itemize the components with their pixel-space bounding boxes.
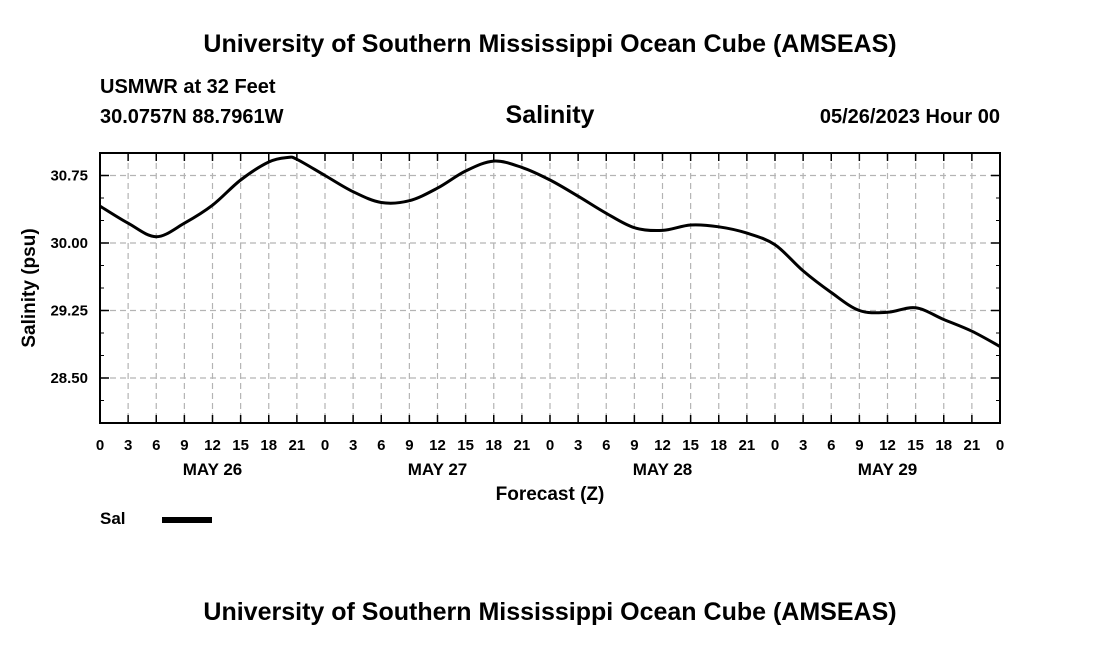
coordinates-label: 30.0757N 88.7961W [100,106,284,128]
x-tick-label: 6 [827,437,835,454]
station-label: USMWR at 32 Feet [100,76,276,98]
day-label: MAY 26 [183,460,243,479]
x-tick-label: 9 [855,437,863,454]
legend-swatch [162,517,212,523]
x-tick-label: 21 [289,437,306,454]
x-tick-label: 6 [377,437,385,454]
axis-labels: 0 3 6 9 12 15 18 21 0 3 6 9 12 15 18 21 0 3 6 9 12 15 18 21 0 3 6 9… [50,168,1004,480]
legend-label: Sal [100,509,126,528]
plot-frame [99,152,1001,424]
x-tick-label: 12 [654,437,671,454]
x-tick-label: 0 [96,437,104,454]
run-time-label: 05/26/2023 Hour 00 [819,106,1000,128]
series-layer [99,155,1001,348]
x-tick-label: 21 [514,437,531,454]
x-tick-label: 0 [771,437,779,454]
y-tick-label: 29.25 [50,303,88,320]
y-tick-label: 28.50 [50,370,88,387]
x-tick-label: 0 [996,437,1004,454]
x-tick-label: 6 [602,437,610,454]
x-tick-label: 12 [429,437,446,454]
x-tick-label: 18 [710,437,727,454]
x-tick-label: 15 [232,437,249,454]
x-tick-label: 0 [321,437,329,454]
x-tick-label: 6 [152,437,160,454]
x-tick-label: 15 [682,437,699,454]
x-tick-label: 21 [739,437,756,454]
x-tick-label: 18 [935,437,952,454]
x-tick-label: 3 [799,437,807,454]
x-tick-label: 3 [574,437,582,454]
x-tick-label: 9 [630,437,638,454]
x-tick-label: 12 [879,437,896,454]
chart-title: University of Southern Mississippi Ocean… [203,30,897,58]
day-label: MAY 27 [408,460,468,479]
x-tick-label: 18 [485,437,502,454]
x-tick-label: 15 [457,437,474,454]
grid-lines [100,153,1000,423]
y-axis-label: Salinity (psu) [19,228,40,347]
day-label: MAY 28 [633,460,693,479]
series-line-sal [99,155,1001,348]
x-tick-label: 9 [180,437,188,454]
x-tick-label: 21 [964,437,981,454]
x-tick-label: 12 [204,437,221,454]
footer-title: University of Southern Mississippi Ocean… [203,598,897,626]
x-tick-label: 18 [260,437,277,454]
x-tick-label: 15 [907,437,924,454]
y-tick-label: 30.75 [50,168,88,185]
x-tick-label: 0 [546,437,554,454]
x-axis-label: Forecast (Z) [496,484,605,505]
x-tick-label: 3 [124,437,132,454]
y-tick-label: 30.00 [50,235,88,252]
variable-title: Salinity [505,101,595,129]
x-tick-label: 3 [349,437,357,454]
x-tick-label: 9 [405,437,413,454]
day-label: MAY 29 [858,460,918,479]
